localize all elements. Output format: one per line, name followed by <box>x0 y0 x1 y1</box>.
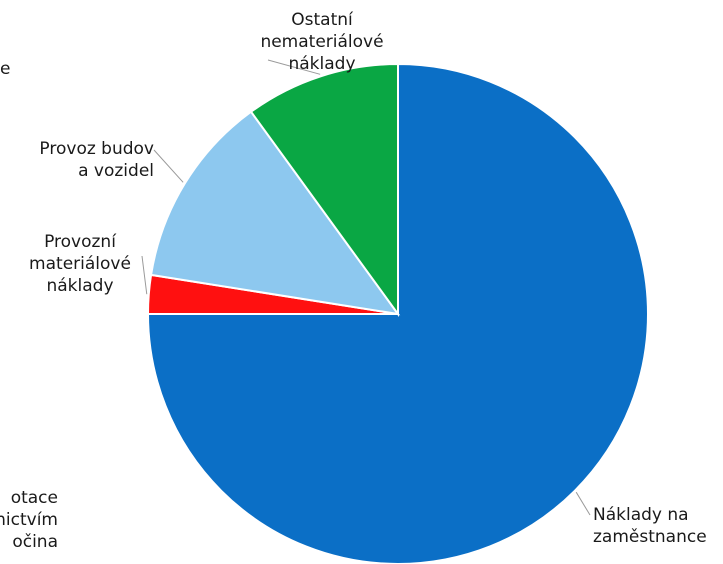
slice-label-provoz-budov: Provoz budov a vozidel <box>39 139 154 181</box>
leader-naklady-na-zamestnance <box>575 491 591 516</box>
pie-slices <box>146 62 649 564</box>
slice-label-naklady-na-zamestnance: Náklady na zaměstnance <box>593 505 707 547</box>
leader-provoz-budov <box>153 149 184 183</box>
leader-lines <box>141 59 591 516</box>
partial-text-left: otace nictvím očina <box>0 488 58 552</box>
slice-provoz-budov <box>149 110 401 316</box>
partial-text-top-left: e <box>0 59 11 79</box>
leader-provozni-materialove <box>141 255 148 295</box>
slice-label-provozni-materialove: Provozní materiálové náklady <box>29 232 131 296</box>
leader-ostatni-nematerialove <box>267 59 321 75</box>
slice-ostatni-nematerialove <box>249 62 399 318</box>
slice-label-ostatni-nematerialove: Ostatní nemateriálové náklady <box>260 10 384 74</box>
